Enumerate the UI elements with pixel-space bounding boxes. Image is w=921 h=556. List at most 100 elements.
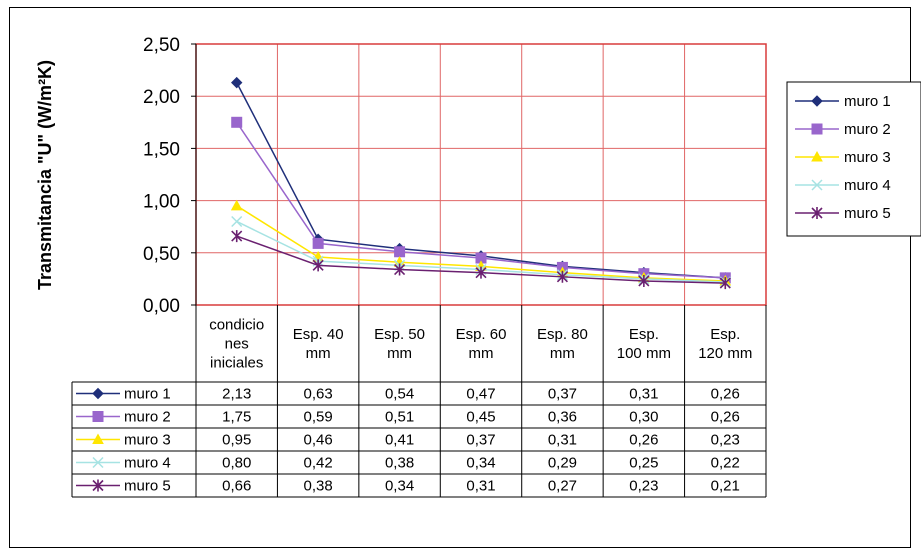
row-series-name: muro 4	[124, 455, 171, 472]
table-cell: 0,27	[548, 478, 577, 495]
legend-label: muro 5	[844, 205, 891, 222]
table-cell: 0,30	[629, 409, 658, 426]
legend-label: muro 1	[844, 93, 891, 110]
marker-square	[312, 237, 324, 249]
table-cell: 0,29	[548, 455, 577, 472]
gridlines	[195, 43, 767, 306]
marker-x	[811, 179, 823, 191]
marker-square	[231, 116, 243, 128]
table-cell: 0,41	[385, 432, 414, 449]
table-cell: 0,34	[466, 455, 495, 472]
category-label: mm	[387, 345, 412, 362]
y-tick-label: 1,00	[143, 192, 180, 213]
table-cell: 0,31	[548, 432, 577, 449]
series-muro-2	[231, 116, 731, 284]
chart-frame	[9, 7, 911, 548]
marker-star	[638, 274, 650, 287]
table-cell: 1,75	[222, 409, 251, 426]
table-cell: 0,45	[466, 409, 495, 426]
marker-x	[231, 215, 243, 228]
table-cell: 0,31	[629, 386, 658, 403]
y-axis-label: Transmitancia "U" (W/m²K)	[35, 60, 55, 290]
category-label: mm	[469, 345, 494, 362]
row-series-name: muro 5	[124, 478, 171, 495]
marker-x	[92, 456, 104, 469]
table-cell: 0,38	[304, 478, 333, 495]
table-cell: 0,37	[548, 386, 577, 403]
marker-star	[231, 230, 243, 243]
table-cell: 0,46	[304, 432, 333, 449]
y-tick-label: 2,50	[143, 35, 180, 56]
marker-star	[92, 479, 104, 492]
category-label: Esp. 50	[374, 326, 425, 343]
y-tick-labels: 0,00 0,50 1,00 1,50 2,00 2,50	[143, 35, 196, 317]
series-muro-1	[231, 76, 731, 284]
table-cell: 0,37	[466, 432, 495, 449]
marker-diamond	[92, 387, 104, 400]
category-label: Esp.	[710, 326, 740, 343]
table-cell: 0,31	[466, 478, 495, 495]
table-cell: 0,23	[711, 432, 740, 449]
category-label: Esp. 40	[293, 326, 344, 343]
table-cell: 0,23	[629, 478, 658, 495]
table-cell: 0,47	[466, 386, 495, 403]
table-cell: 0,21	[711, 478, 740, 495]
marker-square	[811, 123, 823, 135]
legend: muro 1 muro 2 muro 3 muro 4 muro 5	[786, 81, 921, 237]
y-tick-label: 1,50	[143, 139, 180, 160]
series-lines	[230, 76, 732, 290]
y-tick-label: 0,00	[143, 296, 180, 317]
marker-star	[719, 277, 731, 290]
table-cell: 0,95	[222, 432, 251, 449]
table-cell: 2,13	[222, 386, 251, 403]
table-cell: 0,38	[385, 455, 414, 472]
marker-diamond	[811, 95, 823, 107]
category-label: Esp.	[629, 326, 659, 343]
table-cell: 0,59	[304, 409, 333, 426]
legend-box	[786, 81, 921, 237]
marker-triangle	[811, 150, 823, 162]
y-tick-label: 2,00	[143, 87, 180, 108]
category-label: Esp. 80	[537, 326, 588, 343]
legend-label: muro 4	[844, 177, 891, 194]
data-table: condicio nes iniciales Esp. 40 mm Esp. 50 mm Es…	[71, 305, 767, 498]
category-label: iniciales	[210, 355, 263, 372]
row-series-name: muro 1	[124, 386, 171, 403]
category-label: mm	[550, 345, 575, 362]
table-cell: 0,26	[629, 432, 658, 449]
table-cell: 0,26	[711, 409, 740, 426]
marker-star	[811, 207, 823, 219]
category-label: 100 mm	[617, 345, 671, 362]
table-cell: 0,51	[385, 409, 414, 426]
marker-star	[556, 270, 568, 283]
marker-square	[92, 411, 104, 422]
table-cell: 0,80	[222, 455, 251, 472]
legend-label: muro 2	[844, 121, 891, 138]
marker-triangle	[230, 199, 243, 211]
marker-star	[394, 263, 406, 276]
series-muro-5	[231, 230, 731, 290]
category-label: mm	[306, 345, 331, 362]
table-cell: 0,54	[385, 386, 414, 403]
table-cell: 0,34	[385, 478, 414, 495]
row-series-name: muro 2	[124, 409, 171, 426]
y-tick-label: 0,50	[143, 244, 180, 265]
table-cell: 0,42	[304, 455, 333, 472]
table-cell: 0,36	[548, 409, 577, 426]
marker-star	[475, 266, 487, 279]
table-cell: 0,63	[304, 386, 333, 403]
marker-star	[312, 259, 324, 272]
category-label: 120 mm	[698, 345, 752, 362]
category-label: condicio	[209, 317, 264, 334]
table-cell: 0,66	[222, 478, 251, 495]
category-label: nes	[225, 336, 249, 353]
marker-diamond	[231, 76, 243, 89]
table-cell: 0,22	[711, 455, 740, 472]
category-label: Esp. 60	[456, 326, 507, 343]
marker-square	[394, 246, 406, 258]
table-cell: 0,26	[711, 386, 740, 403]
legend-label: muro 3	[844, 149, 891, 166]
marker-triangle	[92, 433, 104, 444]
table-cell: 0,25	[629, 455, 658, 472]
